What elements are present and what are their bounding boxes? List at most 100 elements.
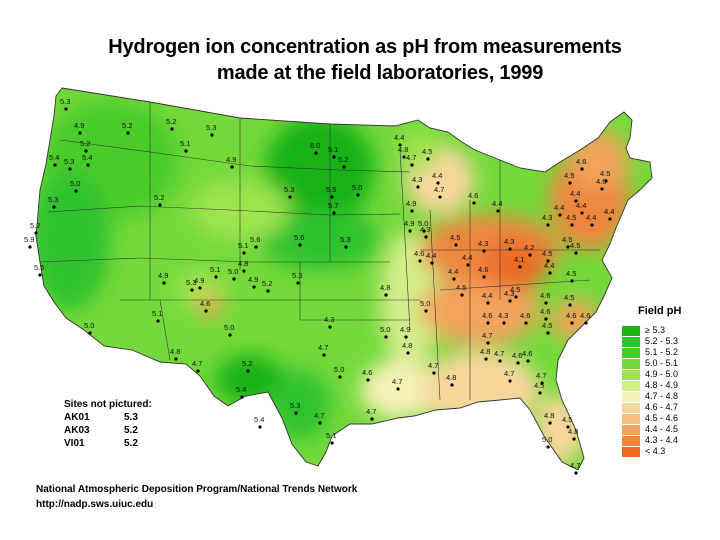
site-marker: 5.4 (254, 415, 264, 429)
site-ph-value: 4.7 (482, 331, 492, 340)
site-dot (322, 353, 326, 357)
site-ph-value: 5.3 (186, 278, 196, 287)
site-marker: 4.5 (422, 147, 432, 161)
site-marker: 4.3 (412, 175, 422, 189)
site-dot (450, 383, 454, 387)
legend-label: 4.5 - 4.6 (645, 413, 679, 423)
site-ph-value: 4.4 (576, 201, 586, 210)
site-dot (332, 155, 336, 159)
site-dot (184, 149, 188, 153)
site-dot (424, 235, 428, 239)
site-ph-value: 4.6 (482, 311, 492, 320)
legend-label: 4.6 - 4.7 (645, 402, 679, 412)
site-ph-value: 4.7 (192, 359, 202, 368)
site-ph-value: 4.8 (568, 427, 578, 436)
site-ph-value: 4.4 (604, 207, 614, 216)
site-marker: 5.0 (228, 267, 238, 281)
site-ph-value: 5.0 (352, 183, 362, 192)
site-dot (568, 181, 572, 185)
site-marker: 5.0 (380, 325, 390, 339)
site-code: VI01 (64, 438, 85, 449)
site-dot (74, 189, 78, 193)
site-marker: 5.1 (328, 145, 338, 159)
site-dot (204, 309, 208, 313)
site-ph-value: 4.6 (580, 311, 590, 320)
site-ph-value: 5.3 (206, 123, 216, 132)
site-code: AK03 (64, 425, 90, 436)
site-dot (68, 167, 72, 171)
site-dot (410, 163, 414, 167)
site-marker: 4.7 (406, 153, 416, 167)
site-ph-value: 4.6 (566, 311, 576, 320)
site-ph-value: 4.4 (492, 199, 502, 208)
site-dot (338, 375, 342, 379)
legend-label: 5.2 - 5.3 (645, 336, 679, 346)
site-dot (452, 277, 456, 281)
legend-item: 4.5 - 4.6 (622, 413, 717, 424)
site-dot (528, 253, 532, 257)
site-marker: 4.6 (520, 311, 530, 325)
site-dot (408, 229, 412, 233)
site-dot (516, 361, 520, 365)
site-marker: 4.6 (576, 157, 586, 171)
legend-label: 4.3 - 4.4 (645, 435, 679, 445)
legend-items: ≥ 5.3 5.2 - 5.3 5.1 - 5.2 5.0 - 5.1 4.9 - 5.… (622, 325, 717, 457)
source-url[interactable]: http://nadp.sws.uiuc.edu (36, 499, 154, 510)
site-dot (330, 441, 334, 445)
site-dot (566, 425, 570, 429)
site-marker: 4.6 (478, 265, 488, 279)
site-marker: 4.9 (158, 271, 168, 285)
site-dot (344, 245, 348, 249)
site-dot (482, 275, 486, 279)
site-ph-value: 5.1 (152, 309, 162, 318)
site-marker: 4.6 (566, 311, 576, 325)
site-dot (540, 381, 544, 385)
site-ph-value: 4.5 (570, 241, 580, 250)
legend-item: 4.4 - 4.5 (622, 424, 717, 435)
site-ph-value: 4.4 (554, 203, 564, 212)
site-dot (298, 243, 302, 247)
site-dot (568, 303, 572, 307)
site-ph-value: 4.5 (566, 213, 576, 222)
site-dot (242, 251, 246, 255)
site-dot (384, 335, 388, 339)
site-dot (34, 231, 38, 235)
site-ph-value: 4.3 (324, 315, 334, 324)
site-ph-value: 5.1 (326, 431, 336, 440)
legend-label: < 4.3 (645, 446, 666, 456)
site-marker: 5.3 (284, 185, 294, 199)
site-marker: 4.9 (406, 199, 416, 213)
site-marker: 5.3 (340, 235, 350, 249)
site-marker: 5.3 (48, 195, 58, 209)
site-ph-value: 4.7 (434, 185, 444, 194)
site-ph-value: 4.5 (422, 147, 432, 156)
site-dot (574, 471, 578, 475)
site-ph-value: 4.5 (600, 169, 610, 178)
legend-swatch (622, 325, 640, 336)
site-marker: 4.5 (566, 269, 576, 283)
site-marker: 4.5 (542, 321, 552, 335)
site-dot (600, 187, 604, 191)
site-marker: 4.8 (480, 347, 490, 361)
site-marker: 4.5 (450, 233, 460, 247)
site-ph-value: 4.9 (194, 276, 204, 285)
site-marker: 4.8 (544, 411, 554, 425)
legend-item: 5.2 - 5.3 (622, 336, 717, 347)
site-ph-value: 4.8 (380, 283, 390, 292)
site-ph-value: 4.6 (200, 299, 210, 308)
site-marker: 4.9 (74, 121, 84, 135)
site-marker: 4.5 (566, 213, 576, 227)
site-dot (296, 281, 300, 285)
site-ph-value: 4.3 (504, 237, 514, 246)
site-dot (508, 299, 512, 303)
site-ph-value: 4.3 (420, 225, 430, 234)
site-dot (328, 325, 332, 329)
site-ph-value: 5.9 (24, 235, 34, 244)
site-dot (526, 359, 530, 363)
site-ph-value: 4.5 (564, 171, 574, 180)
site-ph-value: 5.1 (180, 139, 190, 148)
site-dot (496, 209, 500, 213)
site-dot (190, 288, 194, 292)
site-marker: 4.7 (314, 411, 324, 425)
site-dot (332, 211, 336, 215)
